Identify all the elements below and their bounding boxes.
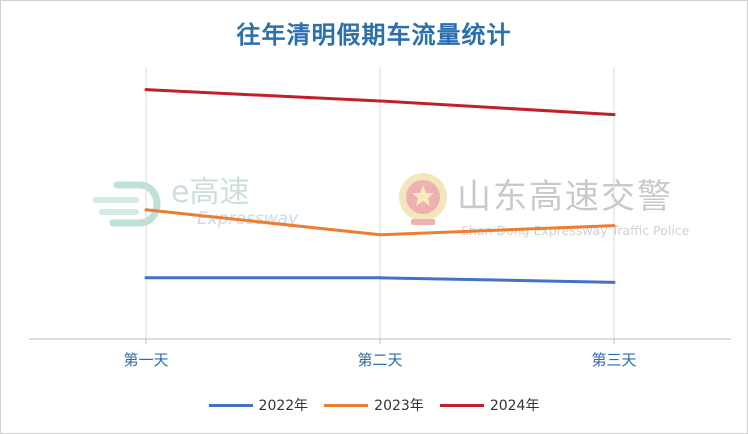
legend-label: 2023年 [374, 398, 424, 414]
data-point [612, 224, 616, 228]
legend-label: 2022年 [258, 398, 309, 414]
data-point [378, 276, 382, 280]
chart-legend: 2022年 2023年 2024年 [1, 395, 747, 415]
data-point [144, 276, 148, 280]
x-tick-label: 第三天 [591, 351, 636, 369]
data-point [378, 233, 382, 237]
legend-item: 2024年 [439, 395, 540, 415]
legend-swatch [208, 403, 253, 407]
legend-swatch [324, 403, 369, 407]
x-tick-label: 第二天 [357, 351, 402, 369]
chart-title: 往年清明假期车流量统计 [236, 20, 512, 49]
data-point [144, 208, 148, 212]
legend-label: 2024年 [489, 398, 540, 414]
data-point [612, 280, 616, 284]
x-tick-label: 第一天 [123, 351, 168, 369]
data-point [378, 99, 382, 103]
legend-item: 2023年 [324, 395, 424, 415]
legend-item: 2022年 [208, 395, 309, 415]
legend-swatch [439, 403, 484, 407]
data-point [612, 113, 616, 117]
data-point [144, 88, 148, 92]
